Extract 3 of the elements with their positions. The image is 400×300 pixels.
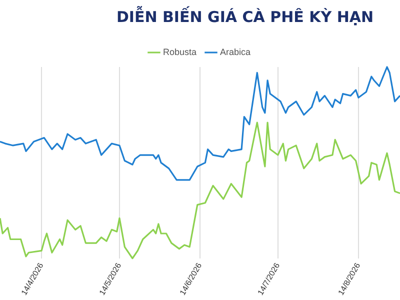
legend-label: Robusta — [162, 46, 197, 57]
legend-label: Arabica — [220, 46, 251, 57]
chart-title: DIỄN BIẾN GIÁ CÀ PHÊ KỲ HẠN — [115, 8, 375, 26]
